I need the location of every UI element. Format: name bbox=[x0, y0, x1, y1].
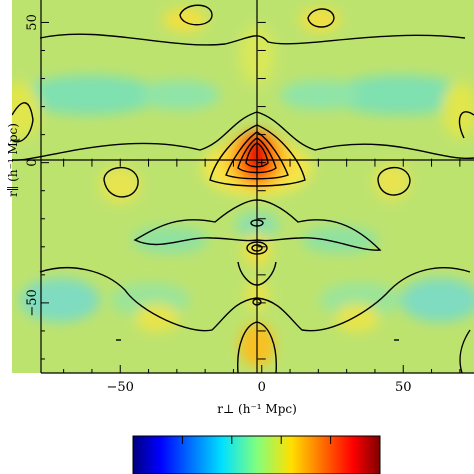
tick-labels: −50 0 50 50 0 −50 bbox=[25, 14, 412, 395]
x-tick-label: 50 bbox=[395, 380, 412, 395]
zero-axes bbox=[12, 0, 474, 373]
y-tick-label: 50 bbox=[25, 14, 40, 31]
colorbar-gradient bbox=[132, 435, 381, 474]
y-tick-label: −50 bbox=[25, 289, 40, 316]
x-axis-label: r⊥ (h⁻¹ Mpc) bbox=[217, 402, 297, 416]
x-tick-label: −50 bbox=[107, 380, 134, 395]
colorbar-ticks bbox=[181, 436, 332, 444]
x-axis-title: r⊥ (h⁻¹ Mpc) bbox=[217, 402, 297, 416]
y-tick-label: 0 bbox=[25, 159, 40, 167]
axis-ticks bbox=[41, 21, 461, 373]
y-axis-title: r∥ (h⁻¹ Mpc) bbox=[6, 123, 20, 197]
colorbar bbox=[132, 435, 381, 474]
x-tick-label: 0 bbox=[258, 380, 266, 395]
heatmap-area bbox=[12, 0, 474, 373]
y-axis-label: r∥ (h⁻¹ Mpc) bbox=[6, 123, 20, 197]
plot-frame bbox=[40, 0, 474, 374]
